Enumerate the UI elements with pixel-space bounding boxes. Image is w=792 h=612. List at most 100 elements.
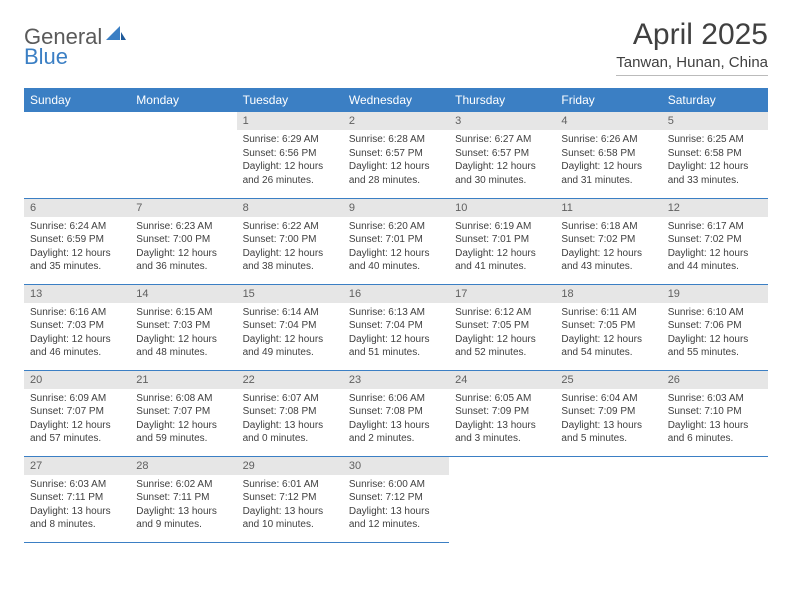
sunrise-line: Sunrise: 6:12 AM bbox=[455, 306, 549, 320]
sunset-line: Sunset: 7:07 PM bbox=[30, 405, 124, 419]
day-number: 24 bbox=[449, 371, 555, 389]
calendar-week-row: 6Sunrise: 6:24 AMSunset: 6:59 PMDaylight… bbox=[24, 198, 768, 284]
day-details: Sunrise: 6:18 AMSunset: 7:02 PMDaylight:… bbox=[555, 217, 661, 277]
calendar-day-cell: 7Sunrise: 6:23 AMSunset: 7:00 PMDaylight… bbox=[130, 198, 236, 284]
sunset-line: Sunset: 7:02 PM bbox=[668, 233, 762, 247]
sunset-line: Sunset: 7:11 PM bbox=[30, 491, 124, 505]
sunrise-line: Sunrise: 6:09 AM bbox=[30, 392, 124, 406]
sunset-line: Sunset: 6:58 PM bbox=[668, 147, 762, 161]
day-number: 18 bbox=[555, 285, 661, 303]
day-details: Sunrise: 6:24 AMSunset: 6:59 PMDaylight:… bbox=[24, 217, 130, 277]
day-details: Sunrise: 6:10 AMSunset: 7:06 PMDaylight:… bbox=[662, 303, 768, 363]
day-number: 28 bbox=[130, 457, 236, 475]
daylight-line: Daylight: 12 hours and 26 minutes. bbox=[243, 160, 337, 187]
sunrise-line: Sunrise: 6:02 AM bbox=[136, 478, 230, 492]
day-number: 1 bbox=[237, 112, 343, 130]
day-details: Sunrise: 6:29 AMSunset: 6:56 PMDaylight:… bbox=[237, 130, 343, 190]
day-number: 19 bbox=[662, 285, 768, 303]
sunset-line: Sunset: 7:09 PM bbox=[561, 405, 655, 419]
day-details: Sunrise: 6:11 AMSunset: 7:05 PMDaylight:… bbox=[555, 303, 661, 363]
daylight-line: Daylight: 12 hours and 35 minutes. bbox=[30, 247, 124, 274]
calendar-day-cell: 15Sunrise: 6:14 AMSunset: 7:04 PMDayligh… bbox=[237, 284, 343, 370]
day-number: 14 bbox=[130, 285, 236, 303]
sunrise-line: Sunrise: 6:29 AM bbox=[243, 133, 337, 147]
day-details: Sunrise: 6:04 AMSunset: 7:09 PMDaylight:… bbox=[555, 389, 661, 449]
sunset-line: Sunset: 7:05 PM bbox=[455, 319, 549, 333]
day-number: 2 bbox=[343, 112, 449, 130]
sunset-line: Sunset: 7:02 PM bbox=[561, 233, 655, 247]
day-number: 16 bbox=[343, 285, 449, 303]
daylight-line: Daylight: 12 hours and 36 minutes. bbox=[136, 247, 230, 274]
day-details: Sunrise: 6:12 AMSunset: 7:05 PMDaylight:… bbox=[449, 303, 555, 363]
sunrise-line: Sunrise: 6:26 AM bbox=[561, 133, 655, 147]
calendar-day-cell: . bbox=[662, 456, 768, 542]
sunrise-line: Sunrise: 6:18 AM bbox=[561, 220, 655, 234]
sunset-line: Sunset: 7:00 PM bbox=[243, 233, 337, 247]
calendar-day-cell: . bbox=[24, 112, 130, 198]
calendar-day-cell: . bbox=[555, 456, 661, 542]
sunrise-line: Sunrise: 6:00 AM bbox=[349, 478, 443, 492]
day-number: 20 bbox=[24, 371, 130, 389]
daylight-line: Daylight: 12 hours and 57 minutes. bbox=[30, 419, 124, 446]
sunset-line: Sunset: 6:56 PM bbox=[243, 147, 337, 161]
sunrise-line: Sunrise: 6:17 AM bbox=[668, 220, 762, 234]
day-number: 10 bbox=[449, 199, 555, 217]
sunrise-line: Sunrise: 6:25 AM bbox=[668, 133, 762, 147]
page-title: April 2025 bbox=[616, 18, 768, 52]
logo-sail-icon bbox=[106, 26, 126, 49]
calendar-day-cell: 20 Sunrise: 6:09 AMSunset: 7:07 PMDayligh… bbox=[24, 370, 130, 456]
calendar-day-cell: 12Sunrise: 6:17 AMSunset: 7:02 PMDayligh… bbox=[662, 198, 768, 284]
calendar-day-cell: . bbox=[449, 456, 555, 542]
sunset-line: Sunset: 7:11 PM bbox=[136, 491, 230, 505]
sunrise-line: Sunrise: 6:14 AM bbox=[243, 306, 337, 320]
sunrise-line: Sunrise: 6:24 AM bbox=[30, 220, 124, 234]
sunrise-line: Sunrise: 6:16 AM bbox=[30, 306, 124, 320]
calendar-day-cell: 1Sunrise: 6:29 AMSunset: 6:56 PMDaylight… bbox=[237, 112, 343, 198]
sunset-line: Sunset: 6:58 PM bbox=[561, 147, 655, 161]
daylight-line: Daylight: 12 hours and 28 minutes. bbox=[349, 160, 443, 187]
sunrise-line: Sunrise: 6:28 AM bbox=[349, 133, 443, 147]
sunset-line: Sunset: 7:01 PM bbox=[455, 233, 549, 247]
sunrise-line: Sunrise: 6:08 AM bbox=[136, 392, 230, 406]
calendar-day-cell: 11Sunrise: 6:18 AMSunset: 7:02 PMDayligh… bbox=[555, 198, 661, 284]
calendar-day-cell: 10Sunrise: 6:19 AMSunset: 7:01 PMDayligh… bbox=[449, 198, 555, 284]
day-number: 12 bbox=[662, 199, 768, 217]
sunset-line: Sunset: 7:00 PM bbox=[136, 233, 230, 247]
sunset-line: Sunset: 7:08 PM bbox=[349, 405, 443, 419]
daylight-line: Daylight: 12 hours and 59 minutes. bbox=[136, 419, 230, 446]
weekday-header: Monday bbox=[130, 88, 236, 112]
sunrise-line: Sunrise: 6:01 AM bbox=[243, 478, 337, 492]
calendar-day-cell: 9Sunrise: 6:20 AMSunset: 7:01 PMDaylight… bbox=[343, 198, 449, 284]
calendar-day-cell: 18Sunrise: 6:11 AMSunset: 7:05 PMDayligh… bbox=[555, 284, 661, 370]
day-details: Sunrise: 6:26 AMSunset: 6:58 PMDaylight:… bbox=[555, 130, 661, 190]
calendar-day-cell: 6Sunrise: 6:24 AMSunset: 6:59 PMDaylight… bbox=[24, 198, 130, 284]
sunset-line: Sunset: 7:04 PM bbox=[349, 319, 443, 333]
sunrise-line: Sunrise: 6:05 AM bbox=[455, 392, 549, 406]
calendar-day-cell: 26Sunrise: 6:03 AMSunset: 7:10 PMDayligh… bbox=[662, 370, 768, 456]
calendar-day-cell: 21Sunrise: 6:08 AMSunset: 7:07 PMDayligh… bbox=[130, 370, 236, 456]
day-details: Sunrise: 6:22 AMSunset: 7:00 PMDaylight:… bbox=[237, 217, 343, 277]
day-number: 4 bbox=[555, 112, 661, 130]
sunset-line: Sunset: 6:59 PM bbox=[30, 233, 124, 247]
daylight-line: Daylight: 12 hours and 51 minutes. bbox=[349, 333, 443, 360]
calendar-day-cell: 3Sunrise: 6:27 AMSunset: 6:57 PMDaylight… bbox=[449, 112, 555, 198]
calendar-day-cell: 22Sunrise: 6:07 AMSunset: 7:08 PMDayligh… bbox=[237, 370, 343, 456]
day-number: 15 bbox=[237, 285, 343, 303]
sunrise-line: Sunrise: 6:22 AM bbox=[243, 220, 337, 234]
logo-text-blue: Blue bbox=[24, 44, 68, 69]
day-number: 26 bbox=[662, 371, 768, 389]
day-details: Sunrise: 6:17 AMSunset: 7:02 PMDaylight:… bbox=[662, 217, 768, 277]
weekday-header: Wednesday bbox=[343, 88, 449, 112]
day-number: 22 bbox=[237, 371, 343, 389]
sunset-line: Sunset: 6:57 PM bbox=[455, 147, 549, 161]
sunset-line: Sunset: 7:12 PM bbox=[243, 491, 337, 505]
day-details: Sunrise: 6:13 AMSunset: 7:04 PMDaylight:… bbox=[343, 303, 449, 363]
calendar-day-cell: 5Sunrise: 6:25 AMSunset: 6:58 PMDaylight… bbox=[662, 112, 768, 198]
weekday-header: Thursday bbox=[449, 88, 555, 112]
daylight-line: Daylight: 12 hours and 54 minutes. bbox=[561, 333, 655, 360]
sunset-line: Sunset: 7:09 PM bbox=[455, 405, 549, 419]
calendar-day-cell: 13Sunrise: 6:16 AMSunset: 7:03 PMDayligh… bbox=[24, 284, 130, 370]
day-details: Sunrise: 6:28 AMSunset: 6:57 PMDaylight:… bbox=[343, 130, 449, 190]
sunrise-line: Sunrise: 6:03 AM bbox=[668, 392, 762, 406]
daylight-line: Daylight: 13 hours and 6 minutes. bbox=[668, 419, 762, 446]
